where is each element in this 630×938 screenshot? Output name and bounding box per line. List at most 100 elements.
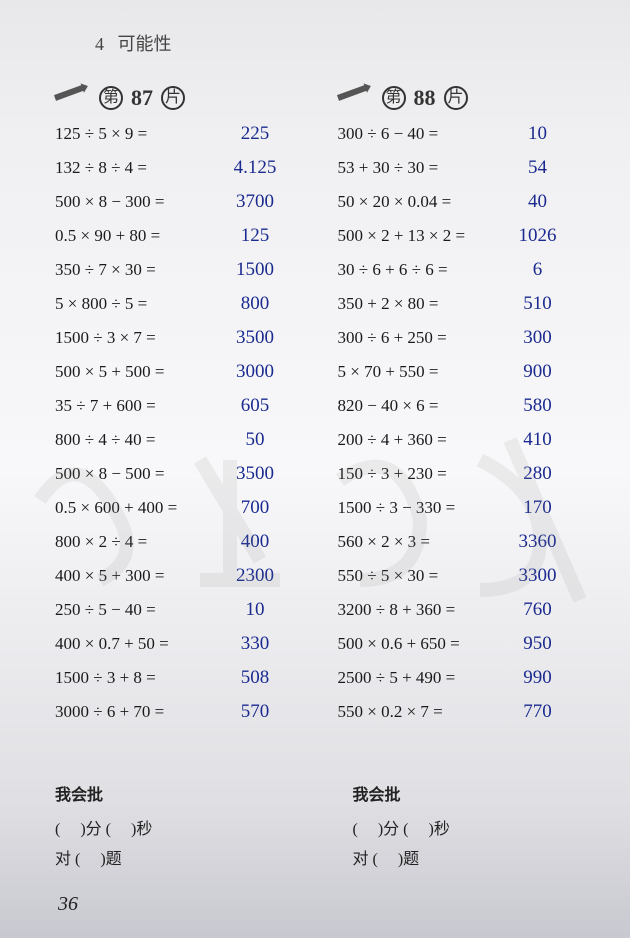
equation-row: 132 ÷ 8 ÷ 4 =4.125 (55, 157, 308, 187)
badge-right-char: 片 (444, 86, 468, 110)
page-number: 36 (58, 893, 78, 916)
equation-row: 400 × 0.7 + 50 =330 (55, 633, 308, 663)
equation-row: 820 − 40 × 6 =580 (338, 395, 591, 425)
equation-expression: 1500 ÷ 3 + 8 = (55, 668, 225, 688)
column-left: 第 87 片 125 ÷ 5 × 9 =225 132 ÷ 8 ÷ 4 =4.12… (55, 85, 308, 731)
equation-expression: 200 ÷ 4 + 360 = (338, 430, 508, 450)
equation-answer: 330 (225, 633, 285, 655)
badge-left-char: 第 (382, 86, 406, 110)
equation-answer: 10 (225, 599, 285, 621)
chapter-heading: 4 可能性 (95, 30, 172, 56)
equation-expression: 560 × 2 × 3 = (338, 532, 508, 552)
rows-left: 125 ÷ 5 × 9 =225 132 ÷ 8 ÷ 4 =4.125 500 × … (55, 123, 308, 731)
equation-expression: 550 ÷ 5 × 30 = (338, 566, 508, 586)
equation-answer: 4.125 (225, 157, 285, 179)
equation-row: 560 × 2 × 3 =3360 (338, 531, 591, 561)
grade-correct-line: 对 ( )题 (55, 845, 293, 875)
rows-right: 300 ÷ 6 − 40 =1053 + 30 ÷ 30 =5450 × 20 … (338, 123, 591, 731)
chapter-title: 可能性 (118, 34, 172, 54)
equation-expression: 250 ÷ 5 − 40 = (55, 600, 225, 620)
equation-answer: 170 (508, 497, 568, 519)
equation-expression: 350 ÷ 7 × 30 = (55, 260, 225, 280)
chapter-number: 4 (95, 34, 104, 54)
equation-row: 3200 ÷ 8 + 360 =760 (338, 599, 591, 629)
equation-answer: 3700 (225, 191, 285, 213)
grade-title: 我会批 (55, 781, 293, 811)
equation-row: 35 ÷ 7 + 600 =605 (55, 395, 308, 425)
equation-row: 500 × 8 − 300 =3700 (55, 191, 308, 221)
equation-answer: 280 (508, 463, 568, 485)
grade-time-line: ( )分 ( )秒 (55, 815, 293, 845)
section-header-87: 第 87 片 (55, 85, 308, 111)
equation-row: 1500 ÷ 3 + 8 =508 (55, 667, 308, 697)
footer: 我会批 ( )分 ( )秒 对 ( )题 我会批 ( )分 ( )秒 对 ( (0, 751, 630, 875)
equation-expression: 1500 ÷ 3 × 7 = (55, 328, 225, 348)
equation-answer: 2300 (225, 565, 285, 587)
equation-expression: 800 × 2 ÷ 4 = (55, 532, 225, 552)
equation-answer: 125 (225, 225, 285, 247)
equation-expression: 3000 ÷ 6 + 70 = (55, 702, 225, 722)
equation-row: 350 + 2 × 80 =510 (338, 293, 591, 323)
equation-row: 800 ÷ 4 ÷ 40 =50 (55, 429, 308, 459)
equation-row: 500 × 5 + 500 =3000 (55, 361, 308, 391)
grade-correct-line: 对 ( )题 (353, 845, 591, 875)
equation-answer: 770 (508, 701, 568, 723)
equation-row: 1500 ÷ 3 × 7 =3500 (55, 327, 308, 357)
equation-expression: 300 ÷ 6 − 40 = (338, 124, 508, 144)
equation-answer: 6 (508, 259, 568, 281)
equation-row: 3000 ÷ 6 + 70 =570 (55, 701, 308, 731)
equation-expression: 500 × 0.6 + 650 = (338, 634, 508, 654)
badge-right-char: 片 (161, 86, 185, 110)
equation-answer: 700 (225, 497, 285, 519)
equation-answer: 605 (225, 395, 285, 417)
equation-answer: 508 (225, 667, 285, 689)
equation-row: 400 × 5 + 300 =2300 (55, 565, 308, 595)
equation-answer: 10 (508, 123, 568, 145)
equation-row: 30 ÷ 6 + 6 ÷ 6 =6 (338, 259, 591, 289)
equation-answer: 50 (225, 429, 285, 451)
equation-row: 500 × 2 + 13 × 2 =1026 (338, 225, 591, 255)
equation-expression: 150 ÷ 3 + 230 = (338, 464, 508, 484)
worksheet-columns: 第 87 片 125 ÷ 5 × 9 =225 132 ÷ 8 ÷ 4 =4.12… (0, 0, 630, 731)
equation-answer: 54 (508, 157, 568, 179)
equation-answer: 1026 (508, 225, 568, 247)
section-header-88: 第 88 片 (338, 85, 591, 111)
badge-number: 87 (131, 85, 153, 111)
equation-row: 300 ÷ 6 − 40 =10 (338, 123, 591, 153)
equation-answer: 3500 (225, 327, 285, 349)
equation-row: 5 × 800 ÷ 5 =800 (55, 293, 308, 323)
equation-answer: 400 (225, 531, 285, 553)
equation-row: 550 ÷ 5 × 30 =3300 (338, 565, 591, 595)
equation-expression: 1500 ÷ 3 − 330 = (338, 498, 508, 518)
equation-expression: 132 ÷ 8 ÷ 4 = (55, 158, 225, 178)
pencil-icon (336, 85, 366, 101)
equation-answer: 3000 (225, 361, 285, 383)
badge-number: 88 (414, 85, 436, 111)
equation-expression: 550 × 0.2 × 7 = (338, 702, 508, 722)
equation-answer: 1500 (225, 259, 285, 281)
equation-expression: 500 × 8 − 500 = (55, 464, 225, 484)
equation-answer: 990 (508, 667, 568, 689)
equation-answer: 410 (508, 429, 568, 451)
equation-row: 2500 ÷ 5 + 490 =990 (338, 667, 591, 697)
equation-row: 350 ÷ 7 × 30 =1500 (55, 259, 308, 289)
equation-answer: 3300 (508, 565, 568, 587)
equation-row: 250 ÷ 5 − 40 =10 (55, 599, 308, 629)
equation-row: 800 × 2 ÷ 4 =400 (55, 531, 308, 561)
equation-answer: 760 (508, 599, 568, 621)
equation-expression: 500 × 5 + 500 = (55, 362, 225, 382)
equation-answer: 510 (508, 293, 568, 315)
equation-row: 125 ÷ 5 × 9 =225 (55, 123, 308, 153)
badge-left-char: 第 (99, 86, 123, 110)
equation-row: 0.5 × 600 + 400 =700 (55, 497, 308, 527)
equation-expression: 0.5 × 90 + 80 = (55, 226, 225, 246)
equation-expression: 5 × 70 + 550 = (338, 362, 508, 382)
equation-answer: 580 (508, 395, 568, 417)
column-right: 第 88 片 300 ÷ 6 − 40 =1053 + 30 ÷ 30 =545… (338, 85, 591, 731)
equation-answer: 3360 (508, 531, 568, 553)
equation-row: 50 × 20 × 0.04 =40 (338, 191, 591, 221)
equation-expression: 800 ÷ 4 ÷ 40 = (55, 430, 225, 450)
equation-answer: 900 (508, 361, 568, 383)
equation-expression: 5 × 800 ÷ 5 = (55, 294, 225, 314)
equation-expression: 500 × 2 + 13 × 2 = (338, 226, 508, 246)
